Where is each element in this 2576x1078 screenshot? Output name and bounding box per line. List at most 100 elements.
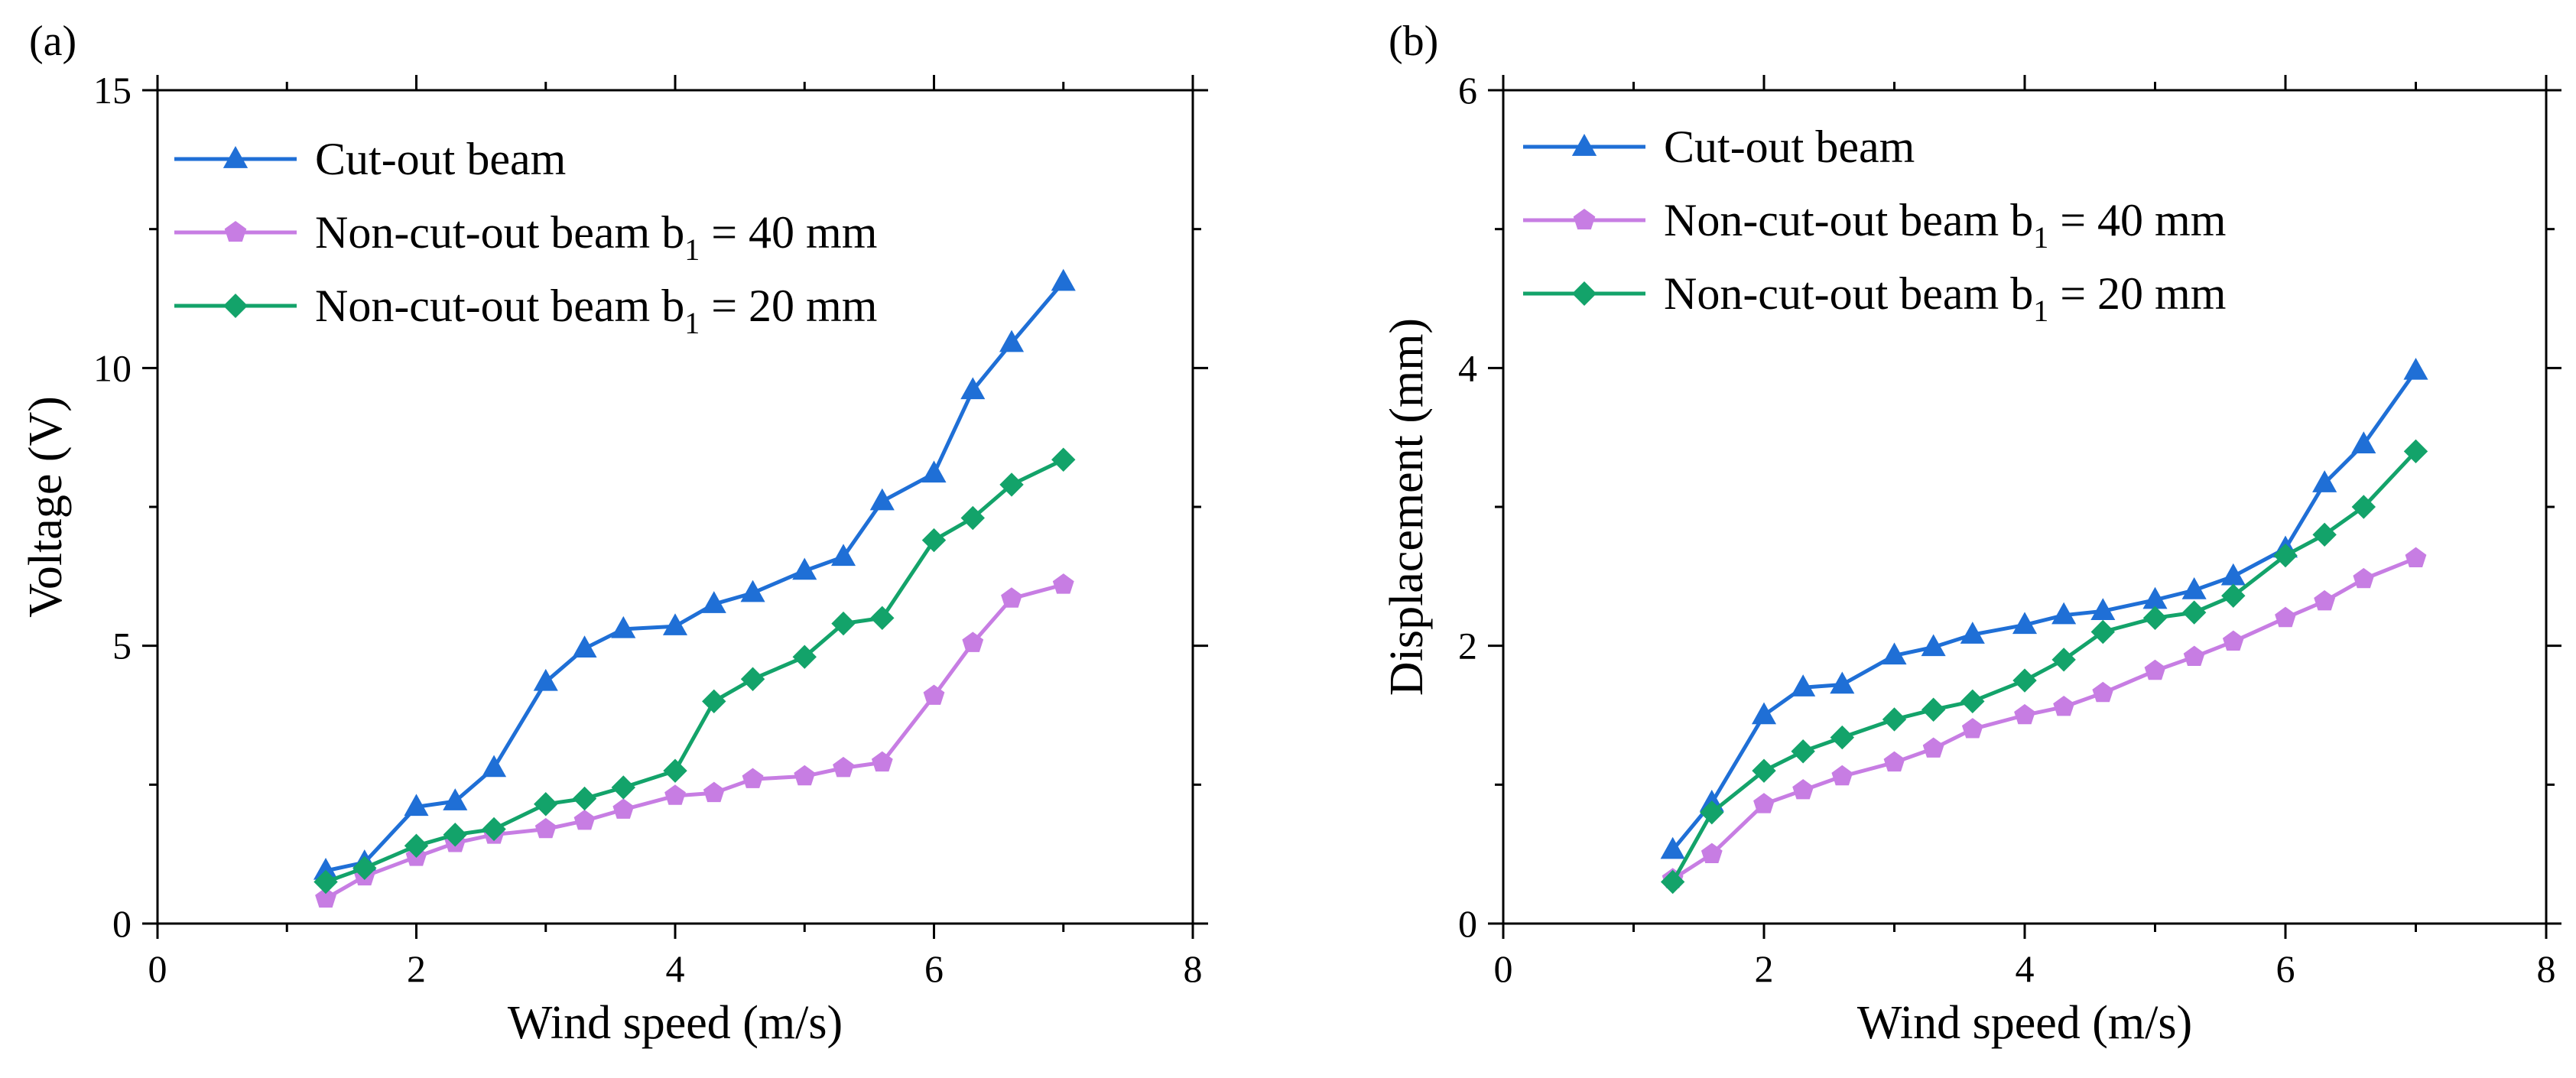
- data-point-pentagon: [923, 684, 945, 705]
- data-point-diamond: [611, 775, 636, 800]
- data-point-diamond: [534, 792, 558, 817]
- data-point-triangle: [830, 544, 856, 567]
- data-point-pentagon: [1831, 765, 1853, 786]
- legend-marker-triangle: [1571, 134, 1597, 156]
- legend-entry: Non-cut-out beam b1 = 20 mm: [1664, 268, 2226, 328]
- data-point-triangle: [533, 668, 558, 691]
- data-point-triangle: [999, 330, 1025, 352]
- data-point-pentagon: [2092, 681, 2114, 703]
- data-point-diamond: [2051, 648, 2076, 672]
- data-point-diamond: [1921, 697, 1946, 722]
- data-point-pentagon: [1001, 587, 1022, 608]
- series-1: [1662, 547, 2427, 888]
- legend-entry-tail: = 40 mm: [2048, 195, 2226, 245]
- x-tick-label: 2: [407, 947, 426, 990]
- data-point-triangle: [1921, 634, 1946, 657]
- data-point-pentagon: [1961, 718, 1983, 739]
- data-point-pentagon: [315, 887, 336, 908]
- data-point-diamond: [313, 869, 338, 895]
- data-point-pentagon: [2014, 703, 2035, 725]
- data-point-triangle: [1791, 674, 1816, 696]
- data-point-pentagon: [573, 809, 596, 830]
- data-point-triangle: [1882, 642, 1907, 665]
- data-point-pentagon: [2405, 547, 2427, 567]
- data-point-diamond: [1752, 758, 1776, 783]
- data-point-diamond: [792, 645, 817, 669]
- y-tick-label: 0: [1458, 902, 1477, 945]
- data-point-triangle: [921, 460, 947, 483]
- legend-entry-subscript: 1: [684, 306, 700, 340]
- data-point-diamond: [1700, 800, 1724, 825]
- data-point-pentagon: [2314, 589, 2336, 611]
- data-point-pentagon: [2183, 645, 2205, 666]
- legend-marker-triangle: [223, 146, 249, 168]
- x-tick-label: 4: [666, 947, 685, 990]
- panel-b-displacement-chart: (b) 0 2 4 6 8 0 2 4 6 Wind speed (m/s) Displacement…: [1381, 18, 2561, 1049]
- data-point-diamond: [482, 817, 506, 842]
- data-point-pentagon: [742, 768, 764, 788]
- y-tick-label: 0: [112, 902, 132, 945]
- y-tick-label: 15: [93, 69, 132, 112]
- data-point-diamond: [2142, 606, 2168, 631]
- data-point-triangle: [481, 755, 507, 778]
- panel-label: (a): [29, 18, 76, 65]
- data-point-diamond: [831, 611, 856, 636]
- data-point-triangle: [2403, 357, 2428, 380]
- legend-marker-pentagon: [224, 221, 247, 242]
- data-point-triangle: [2012, 612, 2038, 635]
- legend-entry-subscript: 1: [2033, 294, 2048, 328]
- x-tick-label: 4: [2016, 947, 2035, 990]
- series-2: [1660, 439, 2428, 895]
- x-tick-label: 2: [1755, 947, 1774, 990]
- data-point-diamond: [443, 823, 467, 847]
- data-point-diamond: [921, 528, 947, 553]
- data-point-diamond: [1882, 707, 1907, 732]
- legend-marker-diamond: [1572, 281, 1597, 306]
- legend-marker-pentagon: [1573, 209, 1596, 230]
- y-tick-label: 6: [1458, 69, 1477, 112]
- data-point-triangle: [404, 794, 429, 817]
- y-axis-label: Displacement (mm): [1381, 318, 1433, 696]
- legend-entry-tail: = 20 mm: [700, 281, 877, 331]
- legend-entry-text: Non-cut-out beam b: [1664, 195, 2033, 245]
- data-point-diamond: [1791, 739, 1815, 764]
- data-point-diamond: [702, 689, 726, 714]
- data-point-pentagon: [2144, 659, 2166, 680]
- x-tick-label: 0: [1494, 947, 1513, 990]
- series-2: [313, 447, 1076, 895]
- legend-entry-tail: = 20 mm: [2048, 268, 2226, 319]
- data-point-diamond: [870, 606, 895, 631]
- data-point-diamond: [1660, 869, 1685, 895]
- data-point-triangle: [740, 580, 765, 602]
- legend-entry-text: Non-cut-out beam b: [315, 281, 684, 331]
- legend-entry-subscript: 1: [2033, 220, 2048, 255]
- y-tick-label: 4: [1458, 346, 1477, 389]
- y-axis-label: Voltage (V): [20, 396, 72, 618]
- x-tick-label: 6: [2276, 947, 2295, 990]
- data-point-diamond: [2090, 619, 2116, 645]
- legend-entry-text: Cut-out beam: [315, 134, 566, 184]
- data-point-diamond: [960, 505, 985, 531]
- data-point-triangle: [1660, 836, 1685, 859]
- legend-entry-text: Cut-out beam: [1664, 122, 1915, 172]
- data-point-pentagon: [833, 756, 854, 778]
- x-axis-label: Wind speed (m/s): [508, 997, 843, 1049]
- data-point-diamond: [2351, 495, 2376, 519]
- data-point-pentagon: [2353, 567, 2375, 589]
- data-point-pentagon: [612, 798, 635, 819]
- data-point-triangle: [792, 557, 817, 580]
- data-point-diamond: [2012, 668, 2037, 693]
- data-point-pentagon: [1922, 737, 1944, 758]
- data-point-diamond: [740, 667, 765, 691]
- data-point-pentagon: [703, 781, 725, 803]
- panel-label: (b): [1389, 18, 1438, 65]
- data-point-pentagon: [962, 632, 984, 652]
- data-point-triangle: [1830, 671, 1855, 694]
- data-point-diamond: [2221, 583, 2246, 608]
- data-point-triangle: [2312, 470, 2337, 492]
- data-point-triangle: [2351, 431, 2376, 453]
- data-point-triangle: [662, 613, 688, 635]
